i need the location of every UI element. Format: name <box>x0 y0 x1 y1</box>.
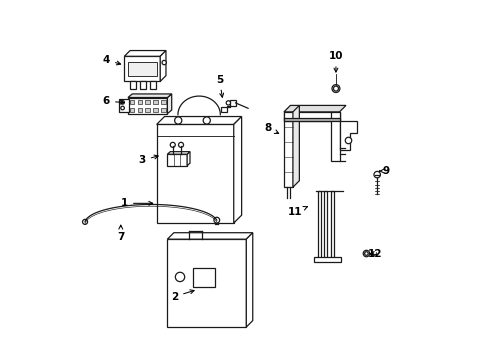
Bar <box>124 56 160 81</box>
Polygon shape <box>324 191 326 259</box>
Polygon shape <box>124 50 165 56</box>
Polygon shape <box>284 118 339 121</box>
Bar <box>140 81 146 89</box>
Circle shape <box>121 100 124 104</box>
Text: 12: 12 <box>367 248 382 258</box>
Circle shape <box>345 137 351 144</box>
Circle shape <box>333 86 338 91</box>
Circle shape <box>226 101 230 105</box>
Circle shape <box>363 250 369 257</box>
Polygon shape <box>156 117 241 125</box>
Polygon shape <box>221 100 235 112</box>
Bar <box>161 108 165 112</box>
Text: 3: 3 <box>139 155 158 165</box>
Circle shape <box>170 142 175 147</box>
Circle shape <box>373 171 380 178</box>
Polygon shape <box>339 121 357 149</box>
Bar <box>128 98 167 114</box>
Polygon shape <box>167 152 190 154</box>
Bar <box>137 99 142 104</box>
Circle shape <box>203 117 210 124</box>
Bar <box>137 108 142 112</box>
Bar <box>129 108 134 112</box>
Circle shape <box>331 85 339 93</box>
Circle shape <box>178 142 183 147</box>
Polygon shape <box>284 105 346 112</box>
Polygon shape <box>246 233 252 327</box>
Polygon shape <box>330 191 333 259</box>
Circle shape <box>162 60 166 65</box>
Polygon shape <box>292 105 299 187</box>
Bar <box>314 257 341 262</box>
Bar <box>156 125 233 223</box>
Polygon shape <box>128 94 171 98</box>
Polygon shape <box>233 117 241 223</box>
Text: 4: 4 <box>102 55 121 65</box>
Bar <box>167 239 246 327</box>
Text: 9: 9 <box>379 166 389 176</box>
Circle shape <box>364 252 367 255</box>
Bar <box>129 81 136 89</box>
Text: 7: 7 <box>117 225 124 242</box>
Polygon shape <box>167 233 252 239</box>
Circle shape <box>121 106 124 110</box>
Bar <box>167 154 187 166</box>
Polygon shape <box>167 94 171 114</box>
Bar <box>149 81 156 89</box>
Text: 11: 11 <box>287 207 307 217</box>
Text: 6: 6 <box>102 96 124 106</box>
Text: 5: 5 <box>215 75 223 97</box>
Bar <box>192 268 214 288</box>
Polygon shape <box>284 112 292 187</box>
Text: 10: 10 <box>328 51 343 72</box>
Text: 8: 8 <box>264 123 278 134</box>
Bar <box>145 108 149 112</box>
Bar <box>128 62 156 76</box>
Text: 2: 2 <box>171 290 194 302</box>
Polygon shape <box>187 152 190 166</box>
Bar <box>129 99 134 104</box>
Circle shape <box>213 217 219 223</box>
Polygon shape <box>160 50 165 81</box>
Text: 1: 1 <box>121 198 152 208</box>
Circle shape <box>175 272 184 282</box>
Bar <box>145 99 149 104</box>
Bar <box>153 108 157 112</box>
Polygon shape <box>317 191 320 259</box>
Polygon shape <box>330 112 339 161</box>
Polygon shape <box>284 112 339 121</box>
Bar <box>161 99 165 104</box>
Bar <box>153 99 157 104</box>
Circle shape <box>174 117 182 124</box>
Bar <box>119 99 129 112</box>
Circle shape <box>82 219 87 224</box>
